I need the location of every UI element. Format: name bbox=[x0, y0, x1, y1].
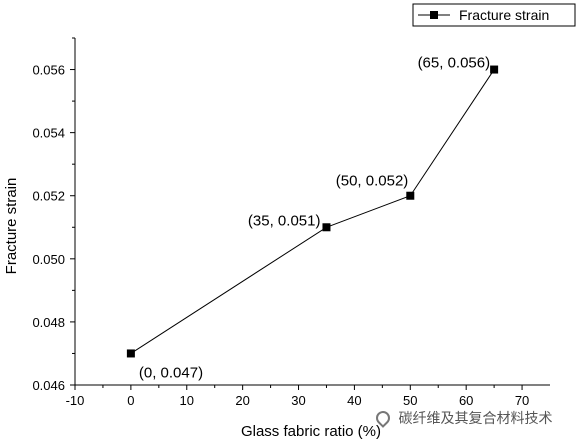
series-line bbox=[130, 69, 495, 354]
x-tick-label: -10 bbox=[66, 393, 85, 408]
y-tick-label: 0.048 bbox=[32, 315, 65, 330]
y-axis-ticks: 0.046 0.048 0.050 0.052 0.054 0.056 bbox=[32, 37, 75, 393]
wechat-logo-icon bbox=[373, 408, 393, 428]
x-axis-title: Glass fabric ratio (%) bbox=[241, 423, 381, 440]
x-tick-label: 50 bbox=[403, 393, 417, 408]
legend: Fracture strain bbox=[412, 3, 576, 27]
x-tick-label: 20 bbox=[235, 393, 249, 408]
legend-label: Fracture strain bbox=[459, 7, 549, 23]
data-point bbox=[126, 349, 135, 358]
x-tick-label: 10 bbox=[180, 393, 194, 408]
data-label: (50, 0.052) bbox=[336, 173, 409, 190]
legend-box bbox=[412, 3, 576, 27]
watermark: 碳纤维及其复合材料技术 bbox=[373, 408, 553, 428]
data-label: (65, 0.056) bbox=[418, 55, 491, 72]
series-fracture-strain bbox=[126, 65, 499, 358]
x-tick-label: 0 bbox=[127, 393, 134, 408]
x-axis-ticks: -10 0 10 20 30 40 50 60 70 bbox=[66, 385, 529, 408]
x-tick-label: 60 bbox=[459, 393, 473, 408]
y-axis-title: Fracture strain bbox=[3, 178, 20, 275]
data-point bbox=[322, 223, 331, 232]
y-tick-label: 0.054 bbox=[32, 126, 65, 141]
watermark-text: 碳纤维及其复合材料技术 bbox=[398, 411, 553, 427]
x-tick-label: 40 bbox=[347, 393, 361, 408]
y-tick-label: 0.050 bbox=[32, 252, 65, 267]
axes bbox=[74, 38, 550, 386]
data-label: (35, 0.051) bbox=[248, 212, 321, 229]
data-point bbox=[406, 191, 415, 200]
data-point bbox=[490, 65, 499, 74]
legend-marker bbox=[430, 11, 438, 19]
data-label: (0, 0.047) bbox=[139, 364, 203, 381]
y-tick-label: 0.046 bbox=[32, 378, 65, 393]
y-tick-label: 0.056 bbox=[32, 63, 65, 78]
y-tick-label: 0.052 bbox=[32, 189, 65, 204]
data-annotations: (0, 0.047) (35, 0.051) (50, 0.052) (65, 0.0… bbox=[139, 55, 490, 382]
x-tick-label: 30 bbox=[291, 393, 305, 408]
x-tick-label: 70 bbox=[515, 393, 529, 408]
